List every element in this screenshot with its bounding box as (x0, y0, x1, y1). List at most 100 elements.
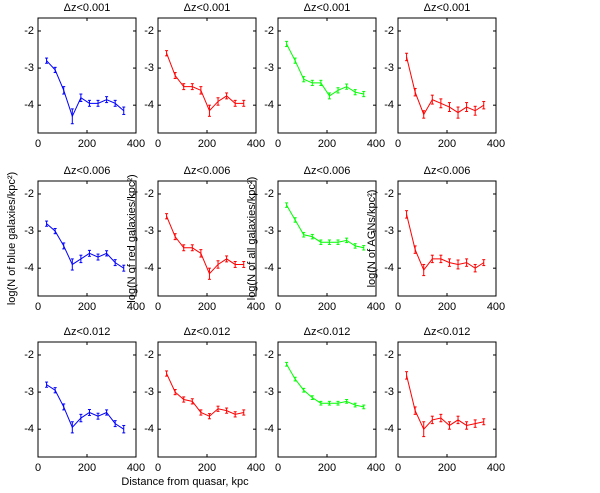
error-bar (190, 398, 194, 405)
plot-frame (157, 341, 257, 458)
error-bar (182, 83, 186, 91)
panel-title: Δz<0.006 (304, 165, 351, 177)
error-bar (62, 242, 66, 250)
error-bar (122, 424, 126, 434)
error-bar (225, 255, 229, 263)
y-axis-label: log(N of AGNs/kpc²) (366, 190, 378, 288)
y-axis-label: log(N of red galaxies/kpc²) (126, 174, 138, 302)
x-tick-label: 0 (35, 138, 41, 150)
error-bar (165, 370, 169, 377)
error-bar (122, 106, 126, 115)
error-bar (207, 413, 211, 420)
error-bar (293, 57, 297, 64)
y-tick-label: -3 (144, 386, 154, 398)
y-tick-label: -2 (24, 25, 34, 37)
x-tick-label: 200 (78, 462, 96, 474)
error-bar (233, 261, 237, 268)
error-bar (96, 99, 100, 107)
error-bar (345, 399, 349, 404)
error-bar (45, 57, 49, 64)
error-bar (447, 421, 451, 430)
error-bar (405, 52, 409, 62)
error-bar (190, 244, 194, 252)
error-bar (439, 254, 443, 264)
panel-title: Δz<0.001 (304, 2, 351, 14)
y-tick-label: -2 (264, 349, 274, 361)
y-tick-label: -2 (24, 349, 34, 361)
error-bar (447, 102, 451, 112)
error-bar (70, 421, 74, 434)
x-tick-label: 400 (247, 301, 265, 313)
error-bar (105, 409, 109, 416)
error-bar (473, 263, 477, 273)
error-bar (302, 232, 306, 238)
error-bar (465, 258, 469, 267)
y-tick-label: -2 (384, 188, 394, 200)
error-bar (62, 86, 66, 95)
x-tick-label: 0 (275, 138, 281, 150)
x-tick-label: 0 (35, 301, 41, 313)
y-tick-label: -4 (24, 423, 34, 435)
data-line (46, 223, 125, 269)
x-tick-label: 0 (275, 462, 281, 474)
y-tick-label: -2 (24, 188, 34, 200)
error-bar (70, 108, 74, 125)
x-tick-label: 200 (318, 138, 336, 150)
error-bar (182, 244, 186, 252)
x-tick-label: 0 (155, 462, 161, 474)
error-bar (242, 99, 246, 107)
panel-title: Δz<0.012 (304, 326, 351, 338)
error-bar (413, 87, 417, 97)
plot-frame (157, 17, 257, 134)
error-bar (353, 402, 357, 408)
error-bar (216, 405, 220, 412)
error-bar (165, 50, 169, 57)
error-bar (439, 98, 443, 109)
y-tick-label: -3 (24, 62, 34, 74)
x-tick-label: 0 (155, 138, 161, 150)
panel-title: Δz<0.001 (64, 2, 111, 14)
error-bar (327, 239, 331, 245)
data-line (406, 214, 485, 272)
error-bar (199, 86, 203, 95)
x-tick-label: 400 (247, 462, 265, 474)
error-bar (482, 259, 486, 267)
error-bar (96, 253, 100, 261)
error-bar (353, 243, 357, 249)
x-tick-label: 200 (198, 462, 216, 474)
x-tick-label: 0 (395, 462, 401, 474)
error-bar (353, 89, 357, 96)
error-bar (405, 371, 409, 380)
plot-frame (277, 17, 377, 134)
data-line (286, 364, 364, 408)
plot-frame (397, 17, 497, 134)
error-bar (53, 387, 57, 394)
x-tick-label: 400 (367, 138, 385, 150)
error-bar (413, 245, 417, 254)
error-bar (447, 258, 451, 267)
error-bar (233, 99, 237, 107)
error-bar (165, 213, 169, 220)
error-bar (362, 404, 366, 410)
error-bar (473, 105, 477, 116)
y-tick-label: -3 (144, 225, 154, 237)
error-bar (225, 92, 229, 100)
x-tick-label: 200 (318, 301, 336, 313)
data-line (286, 204, 364, 249)
data-line (166, 53, 244, 112)
plot-frame (37, 341, 137, 458)
y-tick-label: -3 (24, 225, 34, 237)
x-tick-label: 0 (395, 301, 401, 313)
error-bar (430, 94, 434, 105)
error-bar (199, 249, 203, 258)
error-bar (242, 261, 246, 268)
error-bar (430, 254, 434, 264)
error-bar (190, 83, 194, 91)
error-bar (336, 400, 340, 406)
y-tick-label: -3 (144, 62, 154, 74)
y-tick-label: -4 (144, 423, 154, 435)
error-bar (79, 254, 83, 264)
error-bar (233, 411, 237, 418)
x-tick-label: 400 (487, 462, 505, 474)
